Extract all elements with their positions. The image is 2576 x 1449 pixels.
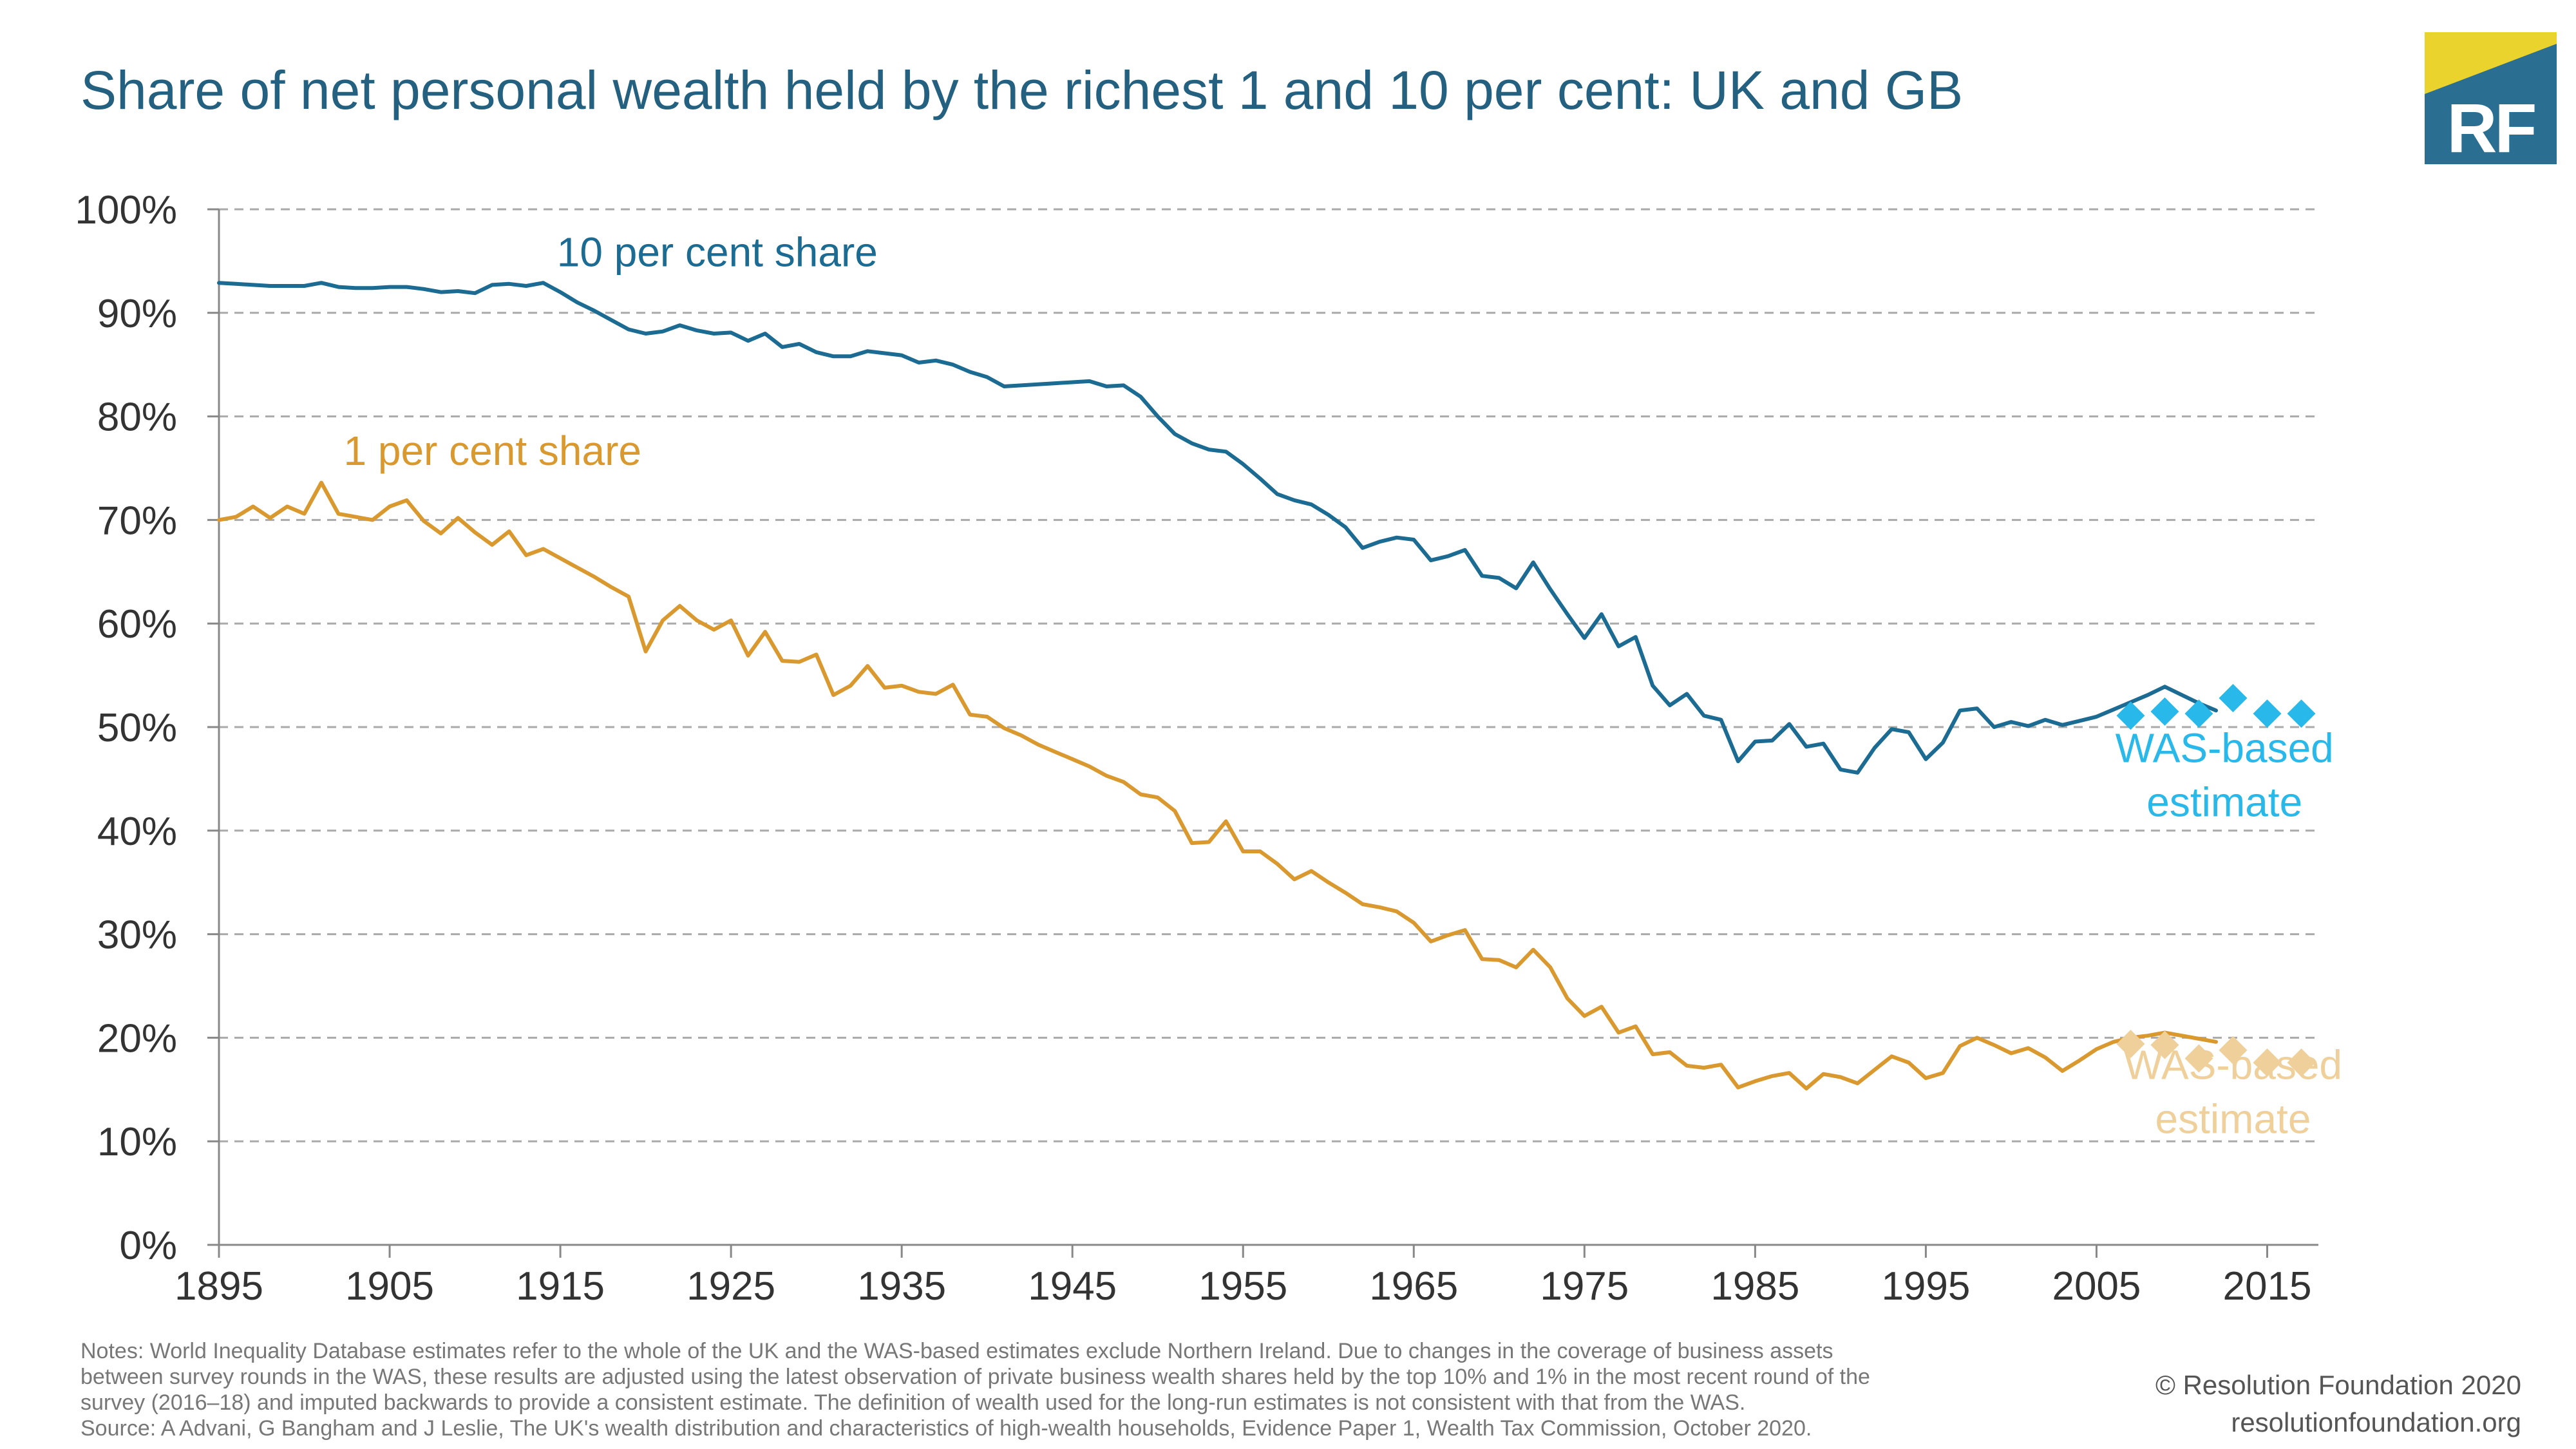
y-tick-label: 20% <box>97 1016 177 1061</box>
x-tick-label: 2005 <box>2052 1264 2141 1309</box>
series-label: 10 per cent share <box>557 229 878 275</box>
logo-text: RF <box>2447 89 2537 164</box>
series-labels: 10 per cent share 1 per cent share WAS-bas… <box>343 229 2342 1142</box>
series-label: estimate <box>2155 1096 2311 1142</box>
notes-line: Notes: World Inequality Database estimat… <box>80 1339 1833 1363</box>
x-tick-label: 1895 <box>175 1264 263 1309</box>
series-group <box>217 281 2316 1091</box>
diamond-marker <box>2253 1048 2282 1077</box>
axes <box>207 208 2318 1258</box>
notes-line: survey (2016–18) and imputed backwards t… <box>80 1390 1746 1415</box>
y-tick-label: 80% <box>97 395 177 440</box>
copyright-text: © Resolution Foundation 2020 <box>2155 1370 2521 1400</box>
y-tick-label: 40% <box>97 810 177 854</box>
diamond-marker <box>2253 699 2282 728</box>
x-tick-label: 1965 <box>1369 1264 1458 1309</box>
notes-line: between survey rounds in the WAS, these … <box>80 1365 1870 1389</box>
chart-notes: Notes: World Inequality Database estimat… <box>80 1338 2109 1441</box>
x-tick-label: 1955 <box>1198 1264 1287 1309</box>
grid-lines <box>219 208 2318 1142</box>
x-tick-label: 1975 <box>1540 1264 1629 1309</box>
diamond-marker <box>2219 683 2248 712</box>
y-tick-label: 30% <box>97 913 177 958</box>
diamond-marker <box>2150 1030 2179 1059</box>
y-tick-label: 50% <box>97 706 177 750</box>
x-tick-labels: 1895 1905 1915 1925 1935 1945 1955 1965 1975 1985… <box>175 1264 2311 1309</box>
y-tick-label: 100% <box>75 188 177 232</box>
series-label: WAS-based <box>2116 725 2334 772</box>
series-label: 1 per cent share <box>343 428 641 474</box>
diamond-marker <box>2184 1044 2213 1073</box>
x-tick-label: 1985 <box>1710 1264 1799 1309</box>
x-tick-label: 1935 <box>857 1264 946 1309</box>
y-tick-label: 60% <box>97 602 177 647</box>
series-line-1 <box>217 480 2218 1091</box>
series-line-0 <box>217 281 2218 775</box>
x-tick-label: 2015 <box>2223 1264 2312 1309</box>
y-tick-label: 70% <box>97 498 177 543</box>
chart-title: Share of net personal wealth held by the… <box>80 60 1964 120</box>
logo-yellow-triangle <box>2425 32 2557 94</box>
y-tick-labels: 0% 10% 20% 30% 40% 50% 60% 70% 80% 90% 100% <box>75 188 177 1268</box>
diamond-marker <box>2184 699 2213 728</box>
x-tick-label: 1945 <box>1028 1264 1117 1309</box>
diamond-marker <box>2287 699 2316 728</box>
x-tick-label: 1915 <box>516 1264 605 1309</box>
source-line: Source: A Advani, G Bangham and J Leslie… <box>80 1416 1812 1441</box>
y-tick-label: 90% <box>97 292 177 336</box>
x-tick-label: 1905 <box>345 1264 434 1309</box>
series-label: estimate <box>2146 779 2302 826</box>
series-label: WAS-based <box>2124 1042 2342 1088</box>
diamond-marker <box>2287 1048 2316 1077</box>
diamond-marker <box>2150 697 2179 726</box>
x-tick-label: 1995 <box>1881 1264 1970 1309</box>
credit-block: © Resolution Foundation 2020 resolutionf… <box>2155 1367 2521 1441</box>
diamond-marker <box>2116 701 2145 730</box>
y-tick-label: 10% <box>97 1120 177 1164</box>
diamond-marker <box>2116 1030 2145 1059</box>
x-tick-label: 1925 <box>687 1264 775 1309</box>
resolution-foundation-logo: RF <box>2425 32 2557 164</box>
website-text: resolutionfoundation.org <box>2231 1407 2521 1437</box>
y-tick-label: 0% <box>119 1224 177 1268</box>
diamond-marker <box>2219 1036 2248 1065</box>
